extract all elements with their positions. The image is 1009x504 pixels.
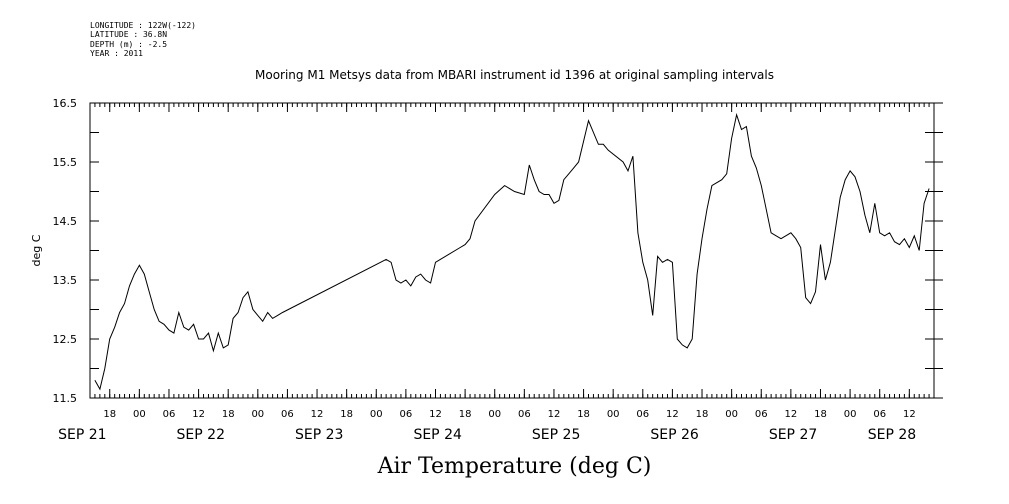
x-tick-label: 00	[488, 409, 501, 420]
chart-title: Mooring M1 Metsys data from MBARI instru…	[255, 68, 774, 82]
x-tick-label: 12	[192, 409, 205, 420]
latitude-text: LATITUDE : 36.8N	[90, 30, 168, 40]
x-day-label: SEP 25	[532, 427, 580, 443]
x-tick-label: 12	[903, 409, 916, 420]
y-tick-label: 11.5	[53, 392, 78, 405]
x-tick-label: 00	[607, 409, 620, 420]
x-tick-label: 06	[873, 409, 886, 420]
x-tick-label: 06	[400, 409, 413, 420]
y-tick-label: 15.5	[53, 156, 78, 169]
x-tick-label: 00	[725, 409, 738, 420]
y-axis-label: deg C	[30, 234, 43, 266]
x-tick-label: 06	[636, 409, 649, 420]
x-tick-label: 06	[281, 409, 294, 420]
x-tick-label: 12	[548, 409, 561, 420]
y-tick-label: 16.5	[53, 97, 78, 110]
x-tick-label: 18	[340, 409, 353, 420]
x-tick-label: 18	[103, 409, 116, 420]
x-tick-label: 12	[784, 409, 797, 420]
chart-caption: Air Temperature (deg C)	[377, 454, 652, 479]
y-tick-label: 12.5	[53, 333, 78, 346]
x-tick-label: 06	[518, 409, 531, 420]
x-day-label: SEP 24	[413, 427, 462, 443]
x-day-label: SEP 21	[58, 427, 106, 443]
x-tick-label: 18	[459, 409, 472, 420]
x-day-label: SEP 22	[177, 427, 225, 443]
plot-frame	[89, 102, 935, 399]
y-tick-label: 13.5	[53, 274, 78, 287]
x-tick-label: 12	[429, 409, 442, 420]
x-tick-label: 18	[222, 409, 235, 420]
x-tick-label: 12	[666, 409, 679, 420]
metadata-block: LONGITUDE : 122W(-122) LATITUDE : 36.8N …	[90, 21, 196, 58]
depth-text: DEPTH (m) : -2.5	[90, 39, 168, 49]
x-tick-label: 06	[163, 409, 176, 420]
x-tick-label: 00	[133, 409, 146, 420]
x-tick-label: 00	[844, 409, 857, 420]
x-day-label: SEP 28	[868, 427, 916, 443]
air-temperature-series-line	[94, 112, 930, 391]
x-tick-label: 18	[696, 409, 709, 420]
x-tick-label: 00	[370, 409, 383, 420]
y-tick-label: 14.5	[53, 215, 78, 228]
x-tick-label: 18	[577, 409, 590, 420]
x-tick-label: 12	[311, 409, 324, 420]
x-tick-label: 06	[755, 409, 768, 420]
x-tick-label: 18	[814, 409, 827, 420]
x-day-label: SEP 23	[295, 427, 343, 443]
x-day-label: SEP 26	[650, 427, 699, 443]
x-day-label: SEP 27	[769, 427, 817, 443]
longitude-text: LONGITUDE : 122W(-122)	[90, 21, 196, 30]
year-text: YEAR : 2011	[90, 48, 143, 58]
x-tick-label: 00	[251, 409, 264, 420]
